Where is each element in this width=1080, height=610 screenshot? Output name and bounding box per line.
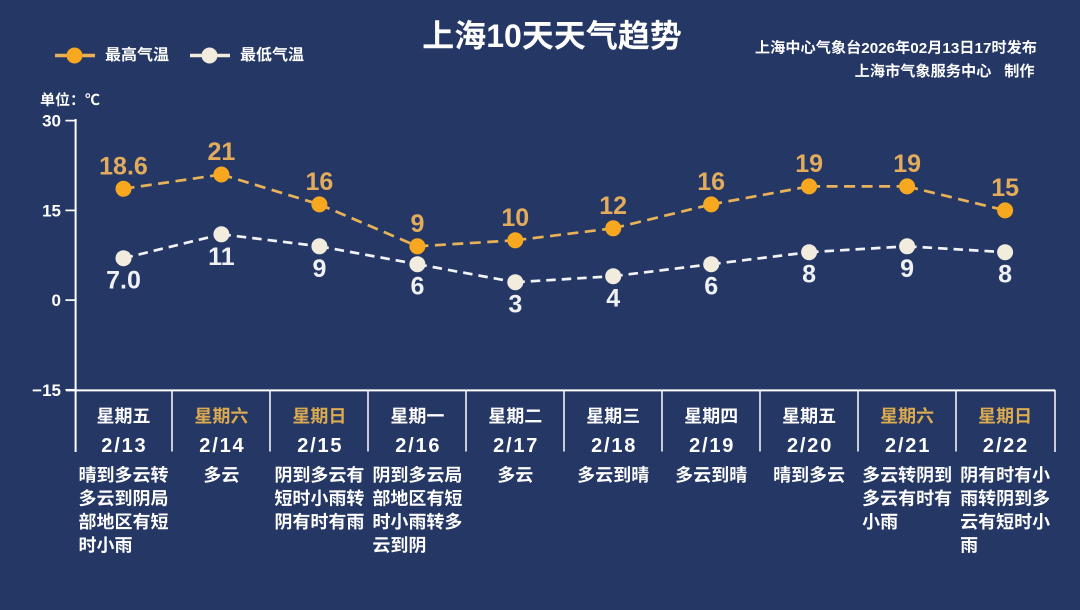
svg-text:8: 8 <box>802 261 816 289</box>
svg-text:2/15: 2/15 <box>297 435 343 457</box>
svg-text:9: 9 <box>410 210 424 238</box>
svg-text:7.0: 7.0 <box>106 267 141 295</box>
svg-text:9: 9 <box>312 255 326 283</box>
svg-text:18.6: 18.6 <box>99 152 148 180</box>
svg-text:19: 19 <box>893 150 921 178</box>
svg-text:21: 21 <box>207 138 235 166</box>
svg-text:12: 12 <box>599 192 627 220</box>
svg-text:2/20: 2/20 <box>787 435 833 457</box>
svg-text:15: 15 <box>42 201 61 220</box>
svg-text:16: 16 <box>305 168 333 196</box>
svg-text:17: 17 <box>975 40 992 57</box>
svg-text:30: 30 <box>42 112 61 131</box>
svg-text:8: 8 <box>998 261 1012 289</box>
svg-text:3: 3 <box>508 291 522 319</box>
svg-text:15: 15 <box>991 174 1019 202</box>
svg-text:10: 10 <box>486 18 522 54</box>
svg-text:11: 11 <box>208 243 235 271</box>
svg-text:2/18: 2/18 <box>591 435 637 457</box>
svg-text:2/21: 2/21 <box>885 435 931 457</box>
svg-text:2/19: 2/19 <box>689 435 735 457</box>
svg-text:4: 4 <box>606 285 620 313</box>
svg-text:2/13: 2/13 <box>101 435 147 457</box>
svg-text:13: 13 <box>942 40 959 57</box>
svg-text:2/14: 2/14 <box>199 435 245 457</box>
svg-text:−15: −15 <box>32 381 61 400</box>
svg-text:2/17: 2/17 <box>493 435 539 457</box>
svg-text:9: 9 <box>900 255 914 283</box>
svg-text:6: 6 <box>704 273 718 301</box>
svg-text:16: 16 <box>697 168 725 196</box>
svg-text:19: 19 <box>795 150 823 178</box>
svg-text:02: 02 <box>910 40 927 57</box>
svg-text:6: 6 <box>410 273 424 301</box>
svg-text:2/22: 2/22 <box>983 435 1029 457</box>
svg-text:2026: 2026 <box>861 40 895 57</box>
svg-text:0: 0 <box>52 291 61 310</box>
svg-text:10: 10 <box>501 204 529 232</box>
svg-text:2/16: 2/16 <box>395 435 441 457</box>
